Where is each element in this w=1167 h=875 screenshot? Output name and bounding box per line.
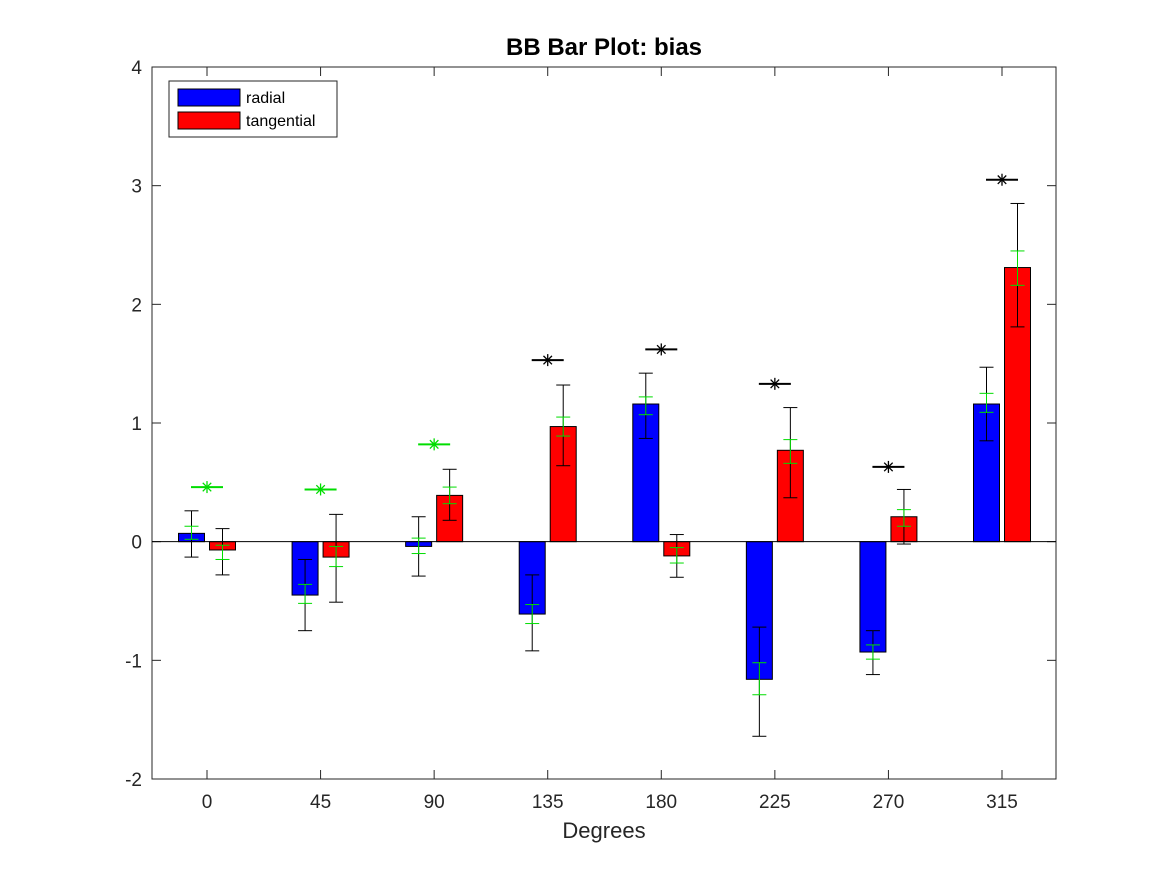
- legend-label-radial: radial: [246, 90, 285, 107]
- significance-asterisk: [655, 343, 668, 356]
- asterisk-stroke: [770, 379, 780, 389]
- legend-swatch-tangential: [177, 111, 241, 130]
- x-tick-label: 180: [645, 792, 677, 813]
- x-tick-label: 225: [759, 792, 791, 813]
- y-tick-label: 0: [131, 533, 142, 554]
- x-tick-label: 90: [424, 792, 445, 813]
- significance-asterisk: [541, 354, 554, 367]
- y-tick-label: 4: [131, 58, 142, 79]
- bar-tangential: [1004, 267, 1031, 543]
- asterisk-stroke: [315, 484, 326, 495]
- significance-asterisk: [882, 460, 895, 473]
- significance-asterisk: [768, 377, 781, 390]
- asterisk-stroke: [656, 344, 666, 355]
- significance-asterisk: [996, 173, 1008, 186]
- significance-asterisk: [201, 481, 213, 494]
- x-tick-label: 135: [532, 792, 564, 813]
- legend-swatch-radial: [177, 88, 241, 107]
- asterisk-stroke: [883, 462, 894, 472]
- significance-asterisk: [428, 438, 441, 451]
- x-tick-label: 315: [986, 792, 1018, 813]
- y-tick-label: 2: [131, 295, 142, 316]
- y-tick-label: 3: [131, 177, 142, 198]
- asterisk-stroke: [997, 175, 1007, 185]
- axes-box: [151, 66, 1057, 780]
- significance-asterisk: [314, 483, 327, 496]
- legend-label-tangential: tangential: [246, 113, 315, 130]
- legend: radial tangential: [168, 80, 338, 138]
- y-tick-label: -2: [125, 770, 142, 791]
- x-tick-label: 45: [310, 792, 331, 813]
- chart-title: BB Bar Plot: bias: [506, 34, 702, 61]
- plot-area: -2 -1 0 1 2 3 4 0 45 90 135 180 225 270 315: [125, 58, 1057, 813]
- x-tick-label: 270: [873, 792, 905, 813]
- asterisk-stroke: [543, 355, 553, 365]
- asterisk-stroke: [429, 439, 439, 450]
- x-tick-label: 0: [202, 792, 213, 813]
- y-tick-label: 1: [131, 414, 142, 435]
- x-axis-label: Degrees: [562, 818, 645, 843]
- asterisk-stroke: [202, 482, 212, 492]
- y-tick-label: -1: [125, 651, 142, 672]
